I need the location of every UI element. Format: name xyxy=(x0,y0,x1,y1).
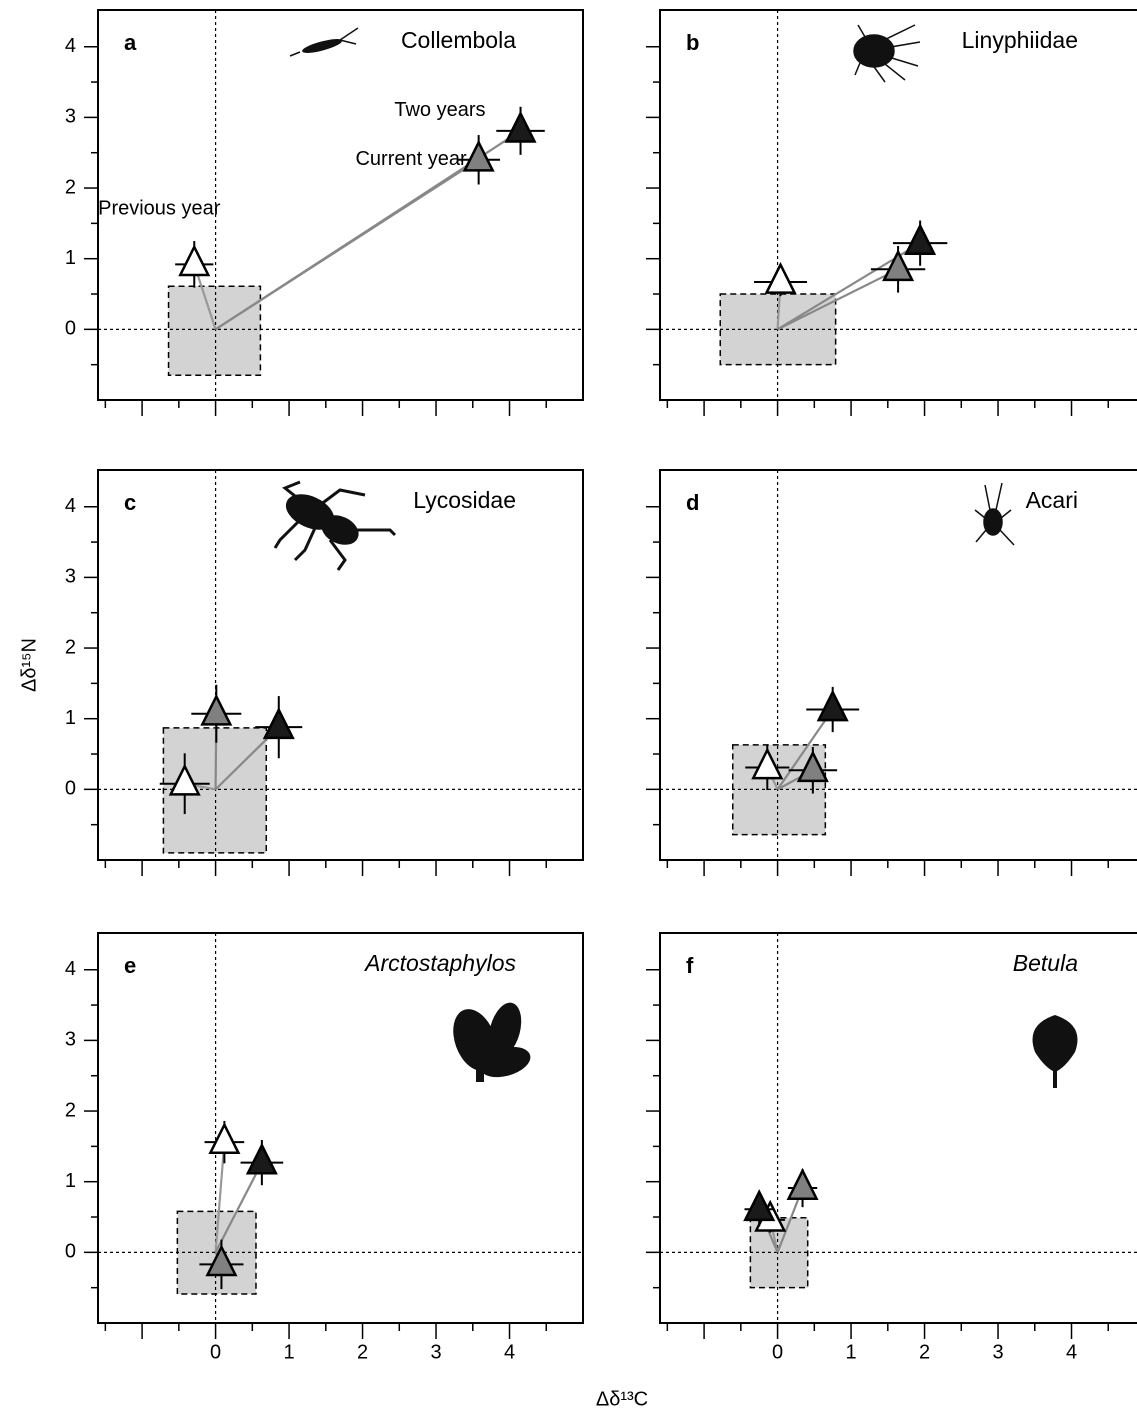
plot-area xyxy=(98,10,583,400)
point xyxy=(178,244,211,277)
shift-line xyxy=(214,1142,226,1253)
x-tick-label: 2 xyxy=(357,1341,368,1363)
y-tick-label: 4 xyxy=(65,35,76,57)
point xyxy=(462,139,495,172)
point xyxy=(796,750,829,783)
point xyxy=(245,1142,278,1175)
plot-frame xyxy=(97,9,584,401)
icon-acari xyxy=(974,482,1015,546)
point-label: Current year xyxy=(355,148,466,170)
point xyxy=(262,707,295,740)
point xyxy=(786,1167,819,1200)
plot-frame xyxy=(659,9,1137,401)
plot-frame xyxy=(659,469,1137,861)
plot-area xyxy=(98,933,583,1323)
y-tick-label: 0 xyxy=(65,1241,76,1263)
panel-letter: a xyxy=(124,30,137,55)
y-tick-label: 0 xyxy=(65,778,76,800)
plot-area xyxy=(660,933,1137,1323)
point xyxy=(504,110,537,143)
point xyxy=(882,249,915,282)
panel-letter: f xyxy=(686,953,694,978)
panel-letter: e xyxy=(124,953,136,978)
plot-area xyxy=(98,470,583,860)
y-tick-label: 1 xyxy=(65,247,76,269)
shift-line xyxy=(214,1162,263,1253)
shift-line xyxy=(776,708,834,790)
point xyxy=(208,1121,241,1155)
x-tick-label: 3 xyxy=(992,1341,1003,1363)
panel-title: Lycosidae xyxy=(413,487,516,513)
point xyxy=(764,261,797,294)
panel-letter: c xyxy=(124,490,136,515)
point xyxy=(168,763,201,796)
icon-collembola xyxy=(289,27,359,57)
point-label: Previous year xyxy=(98,198,221,220)
panel-letter: b xyxy=(686,30,699,55)
y-tick-label: 4 xyxy=(65,495,76,517)
y-axis-title: Δδ¹⁵N xyxy=(18,638,40,692)
icon-linyphiidae xyxy=(853,24,921,83)
panel-title: Betula xyxy=(1013,950,1078,976)
plot-frame xyxy=(659,932,1137,1324)
y-tick-label: 3 xyxy=(65,566,76,588)
x-axis-title: Δδ¹³C xyxy=(596,1388,648,1410)
plot-frame xyxy=(97,932,584,1324)
icon-lycosidae xyxy=(273,480,397,571)
y-tick-label: 1 xyxy=(65,1170,76,1192)
y-tick-label: 4 xyxy=(65,958,76,980)
plot-area xyxy=(660,470,1137,860)
x-tick-label: 1 xyxy=(845,1341,856,1363)
panel-title: Arctostaphylos xyxy=(363,950,516,976)
x-tick-label: 3 xyxy=(430,1341,441,1363)
point xyxy=(751,747,784,780)
point xyxy=(200,693,233,726)
icon-betula xyxy=(1032,1015,1078,1088)
y-tick-label: 3 xyxy=(65,106,76,128)
y-tick-label: 2 xyxy=(65,1099,76,1121)
plot-area xyxy=(660,10,1137,400)
point xyxy=(904,222,937,256)
panel-title: Linyphiidae xyxy=(962,27,1078,53)
y-tick-label: 0 xyxy=(65,318,76,340)
y-tick-label: 3 xyxy=(65,1029,76,1051)
x-tick-label: 2 xyxy=(919,1341,930,1363)
panel-letter: d xyxy=(686,490,699,515)
y-tick-label: 2 xyxy=(65,176,76,198)
panel-title: Collembola xyxy=(401,27,516,53)
point-label: Two years xyxy=(394,99,485,121)
point xyxy=(205,1244,238,1277)
x-tick-label: 4 xyxy=(504,1341,515,1363)
x-tick-label: 0 xyxy=(772,1341,783,1363)
shift-line xyxy=(777,268,899,331)
control-box xyxy=(167,285,262,377)
icon-arctostaphylos xyxy=(453,1002,531,1082)
panel-title: Acari xyxy=(1026,487,1078,513)
plot-frame xyxy=(97,469,584,861)
y-tick-label: 2 xyxy=(65,636,76,658)
x-tick-label: 1 xyxy=(283,1341,294,1363)
x-tick-label: 0 xyxy=(210,1341,221,1363)
x-tick-label: 4 xyxy=(1066,1341,1077,1363)
point xyxy=(816,689,849,722)
y-tick-label: 1 xyxy=(65,707,76,729)
point xyxy=(743,1189,776,1222)
